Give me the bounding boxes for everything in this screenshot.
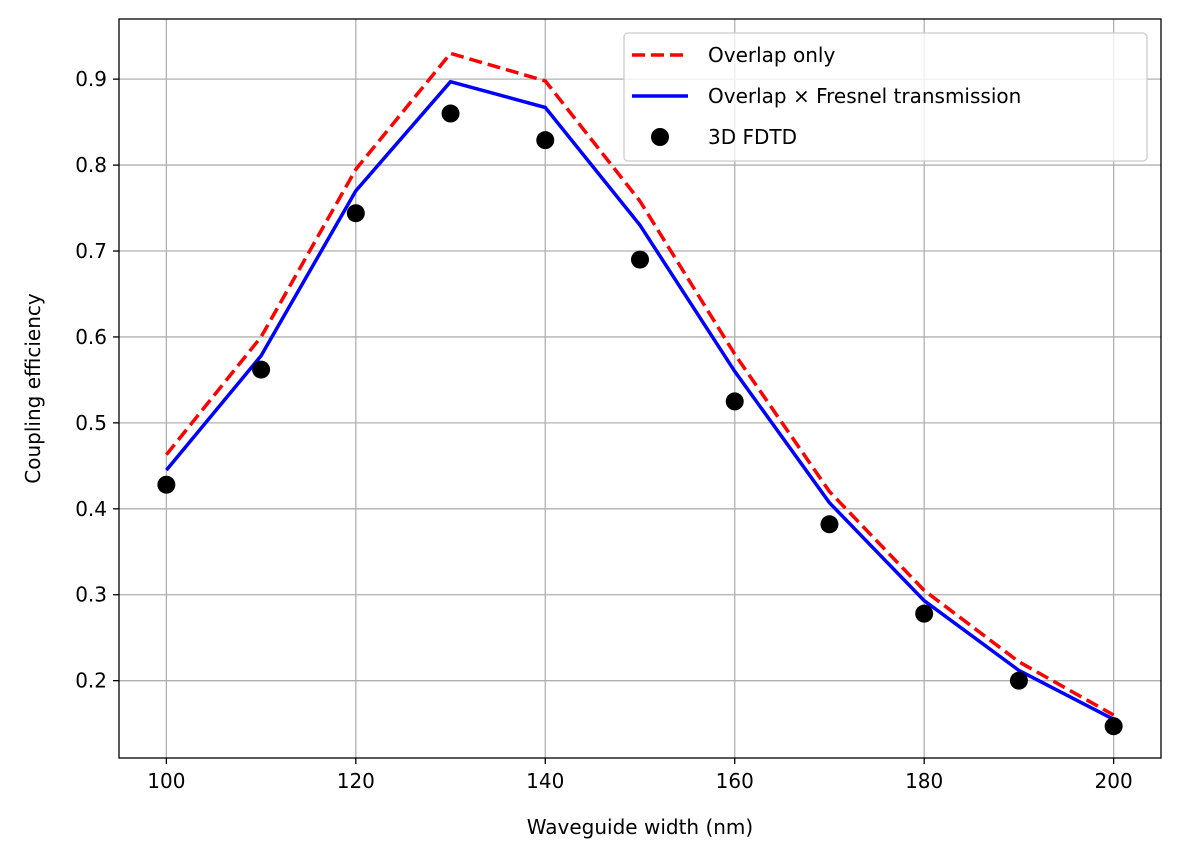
legend-fdtd-marker [651, 128, 669, 146]
x-tick-label: 140 [526, 769, 564, 793]
fdtd-point [157, 475, 176, 494]
legend-box [623, 32, 1148, 162]
y-tick-label: 0.4 [75, 497, 107, 521]
x-tick-label: 100 [147, 769, 185, 793]
fdtd-point [441, 104, 460, 123]
overlap-only-line [165, 51, 1115, 717]
fdtd-point [631, 250, 649, 269]
x-tick-label: 160 [716, 769, 754, 793]
series-layer [157, 51, 1123, 736]
x-tick-label: 120 [337, 769, 375, 793]
y-tick-label: 0.8 [75, 153, 107, 177]
x-tick-label: 180 [905, 769, 943, 793]
legend-entry-label: Overlap only [708, 43, 835, 67]
x-tick-label: 200 [1095, 769, 1133, 793]
overlap-fresnel-line [165, 79, 1115, 721]
legend-entry-label: Overlap × Fresnel transmission [708, 84, 1021, 108]
x-axis-label: Waveguide width (nm) [527, 815, 753, 839]
fdtd-point [252, 360, 271, 379]
ticks: 100 120 140 160 180 200 0.2 0.3 0.4 0.5 0.6 0.7 0.8 0… [75, 67, 1133, 793]
fdtd-point [725, 392, 744, 411]
fdtd-point [1104, 717, 1123, 736]
y-tick-label: 0.5 [75, 411, 107, 435]
y-axis-label: Coupling efficiency [21, 293, 45, 484]
legend-entry-label: 3D FDTD [708, 125, 797, 149]
y-tick-label: 0.7 [75, 239, 107, 263]
y-tick-label: 0.9 [75, 67, 107, 91]
fdtd-point [346, 204, 365, 223]
y-tick-label: 0.3 [75, 583, 107, 607]
fdtd-point [1009, 671, 1028, 690]
fdtd-point [536, 131, 555, 150]
y-tick-label: 0.2 [75, 669, 107, 693]
fdtd-point [915, 604, 934, 623]
fdtd-point [820, 515, 839, 534]
legend: Overlap only Overlap × Fresnel transmissi… [623, 32, 1148, 162]
plot-frame [118, 18, 1162, 759]
y-tick-label: 0.6 [75, 325, 107, 349]
